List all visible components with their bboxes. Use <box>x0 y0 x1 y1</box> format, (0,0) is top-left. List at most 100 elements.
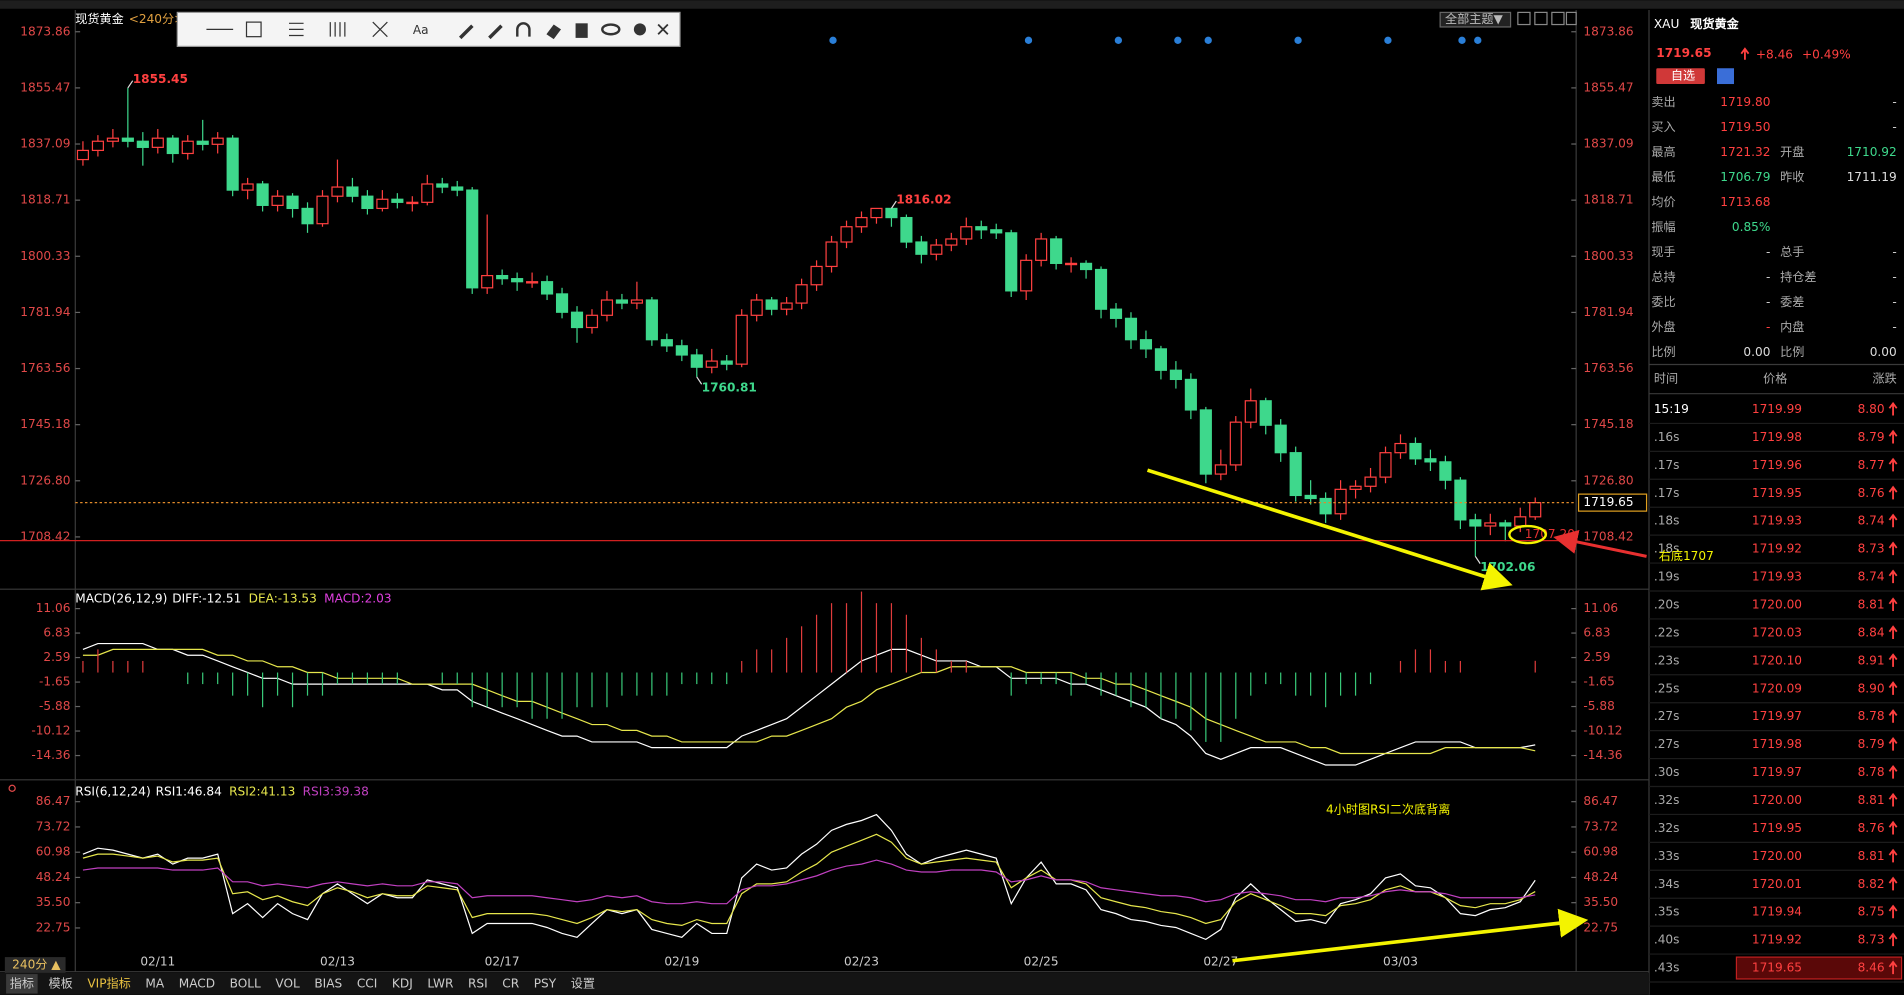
period-label[interactable]: 240分 ▲ <box>12 958 61 972</box>
tool-brush[interactable] <box>488 24 503 40</box>
tool-delete[interactable] <box>575 23 588 38</box>
candle-body <box>286 195 299 210</box>
candle-body <box>316 195 329 225</box>
layout-icon[interactable] <box>1565 11 1577 26</box>
candle-body <box>855 216 868 228</box>
tool-eye[interactable] <box>601 23 621 36</box>
bottom-tab[interactable]: 指标 <box>10 975 34 990</box>
tool-magnet[interactable] <box>516 22 531 37</box>
watch-button[interactable] <box>1656 68 1705 85</box>
tick-up-arrow <box>1888 485 1898 500</box>
tick-change: 8.84 <box>1858 625 1885 639</box>
tick-change: 8.81 <box>1858 597 1885 611</box>
watch-button-label[interactable]: 自选 <box>1671 69 1695 83</box>
layout-icon[interactable] <box>1551 11 1565 26</box>
bottom-tab[interactable]: KDJ <box>392 976 413 990</box>
candle-body <box>1184 378 1197 411</box>
bottom-tab[interactable]: BOLL <box>230 976 261 990</box>
toolbar-bg <box>176 11 681 47</box>
tool-eraser[interactable] <box>546 24 561 40</box>
event-marker[interactable] <box>1384 36 1392 44</box>
alert-button[interactable] <box>1717 68 1734 85</box>
event-marker[interactable] <box>829 36 837 44</box>
event-marker[interactable] <box>1114 36 1122 44</box>
y-tick-label-right: -10.12 <box>1583 724 1622 738</box>
x-tick-label: 02/11 <box>140 954 175 968</box>
event-marker[interactable] <box>1458 36 1466 44</box>
event-marker[interactable] <box>1294 36 1302 44</box>
tool-pattern[interactable] <box>372 21 388 38</box>
tick-price: 1720.00 <box>1752 597 1802 611</box>
period-box <box>4 957 66 973</box>
tick-time: .16s <box>1654 430 1680 444</box>
legend-entry: DIFF:-12.51 <box>172 591 241 605</box>
indicator-line <box>82 859 1536 905</box>
y-tick-label-right: 1818.71 <box>1583 193 1633 207</box>
tool-close[interactable] <box>657 23 669 35</box>
high-label: 1855.45 <box>133 72 188 86</box>
bottom-tab[interactable]: BIAS <box>314 976 342 990</box>
annotation-text: 4小时图RSI二次底背离 <box>1326 802 1450 817</box>
bottom-tab[interactable]: 模板 <box>49 976 73 990</box>
bottom-tab[interactable]: VIP指标 <box>87 975 130 990</box>
x-tick-label: 02/25 <box>1024 954 1059 968</box>
bottom-tab[interactable]: PSY <box>534 976 557 990</box>
tick-up-arrow <box>1888 709 1898 723</box>
bottom-tab[interactable]: LWR <box>427 976 454 990</box>
tool-gann[interactable] <box>329 22 346 37</box>
event-marker[interactable] <box>1204 36 1212 44</box>
tool-text[interactable]: Aa <box>413 23 429 37</box>
theme-button[interactable] <box>1439 11 1512 28</box>
tick-change: 8.78 <box>1858 765 1885 779</box>
tick-time: 15:19 <box>1654 402 1689 416</box>
tick-change: 8.81 <box>1858 849 1885 863</box>
candle-body <box>1304 494 1317 500</box>
theme-button-label[interactable]: 全部主题▼ <box>1445 11 1504 26</box>
tool-pen[interactable] <box>459 24 474 40</box>
candle-body <box>960 226 973 240</box>
tick-price: 1719.93 <box>1752 570 1802 584</box>
quote-field-label: 委比 <box>1651 295 1675 309</box>
tool-rect[interactable] <box>245 21 262 38</box>
bottom-tab[interactable]: MACD <box>179 976 215 990</box>
tool-settings[interactable] <box>633 23 646 36</box>
layout-icon[interactable] <box>1517 11 1531 26</box>
tick-change: 8.79 <box>1858 737 1885 751</box>
y-tick-label-left: 1873.86 <box>20 24 70 38</box>
candle-body <box>1109 308 1123 319</box>
tick-price: 1719.95 <box>1752 821 1802 835</box>
candle-body <box>930 244 943 255</box>
candle-body <box>705 360 718 368</box>
bottom-tab[interactable]: RSI <box>468 976 488 990</box>
x-tick-label: 02/19 <box>664 954 699 968</box>
bottom-tab[interactable]: MA <box>145 976 164 990</box>
candle-body <box>271 195 284 206</box>
candle-body <box>975 226 988 231</box>
tool-fib[interactable] <box>289 22 304 37</box>
y-tick-label-left: 1726.80 <box>20 473 70 487</box>
quote-field-label: 外盘 <box>1651 319 1675 334</box>
bottom-tab[interactable]: 设置 <box>571 976 595 990</box>
candle-body <box>825 241 838 268</box>
tick-time: .43s <box>1654 961 1680 975</box>
y-tick-label-right: 22.75 <box>1583 920 1618 934</box>
event-marker[interactable] <box>1474 36 1482 44</box>
event-marker[interactable] <box>1024 36 1033 44</box>
layout-icon[interactable] <box>1534 11 1548 26</box>
tick-time: .22s <box>1654 625 1680 639</box>
drawing-toolbar: Aa <box>176 11 681 47</box>
quote-field-label: 比例 <box>1780 345 1804 359</box>
bottom-tab[interactable]: CCI <box>357 976 378 990</box>
tick-change: 8.75 <box>1858 905 1885 919</box>
low-label: 1760.81 <box>702 380 757 394</box>
annotations: 右底1707 4小时图RSI二次底背离 <box>1146 468 1714 963</box>
event-marker[interactable] <box>1174 36 1182 44</box>
bottom-tab[interactable]: VOL <box>275 976 300 990</box>
tick-price: 1719.94 <box>1752 905 1802 919</box>
x-tick-label: 02/13 <box>320 954 355 968</box>
candle-body <box>1289 452 1302 497</box>
candle-body <box>331 186 344 197</box>
candle-body <box>211 137 224 145</box>
bottom-tab[interactable]: CR <box>502 976 519 990</box>
tick-price: 1720.03 <box>1752 625 1802 639</box>
